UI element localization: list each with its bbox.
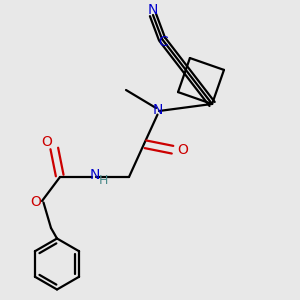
Text: O: O [30,196,41,209]
Text: O: O [178,143,188,157]
Text: N: N [152,103,163,116]
Text: N: N [89,168,100,182]
Text: O: O [41,136,52,149]
Text: H: H [99,174,108,187]
Text: N: N [148,4,158,17]
Text: C: C [159,35,168,49]
